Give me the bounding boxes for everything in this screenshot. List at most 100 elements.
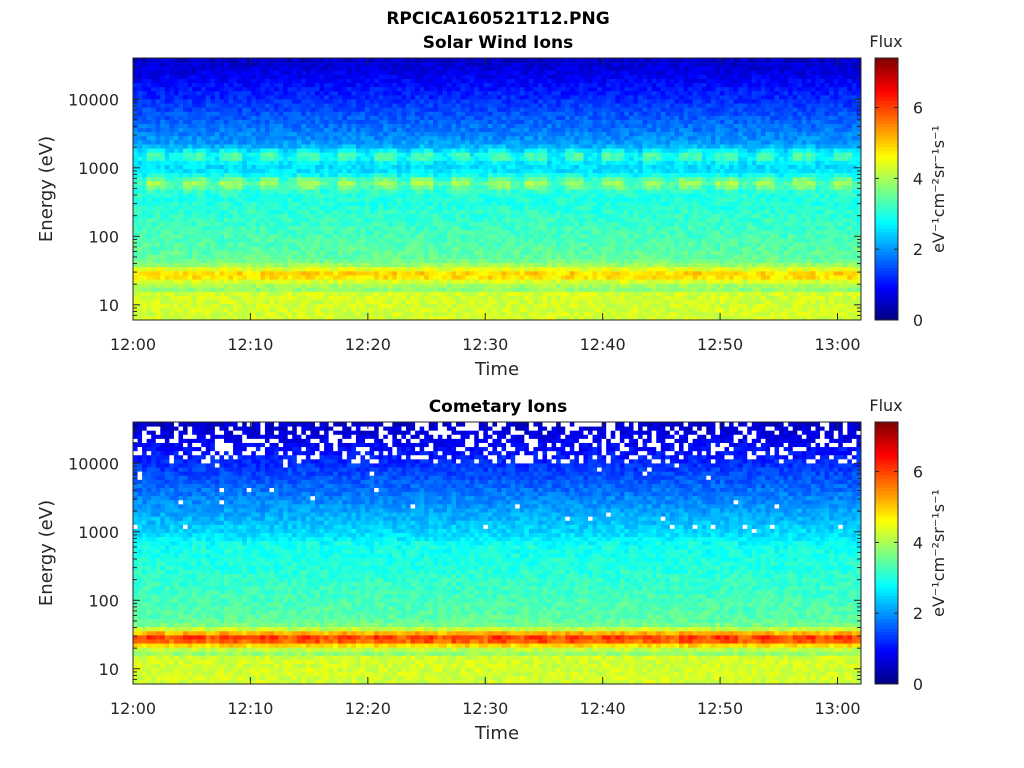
heatmap-cell — [315, 266, 321, 272]
heatmap-cell — [228, 70, 234, 75]
heatmap-cell — [478, 315, 484, 321]
heatmap-cell — [133, 119, 139, 124]
heatmap-cell — [383, 180, 389, 186]
heatmap-cell — [374, 270, 380, 276]
heatmap-cell — [133, 258, 139, 264]
heatmap-cell — [183, 303, 189, 309]
heatmap-cell — [342, 217, 348, 223]
heatmap-cell — [401, 221, 407, 227]
heatmap-cell — [401, 279, 407, 284]
heatmap-cell — [178, 315, 184, 321]
heatmap-cell — [260, 176, 266, 182]
heatmap-cell — [351, 213, 357, 219]
heatmap-cell — [406, 164, 412, 170]
heatmap-cell — [219, 86, 225, 92]
heatmap-cell — [264, 176, 270, 182]
heatmap-cell — [233, 139, 239, 145]
heatmap-cell — [483, 258, 489, 264]
heatmap-cell — [287, 225, 293, 231]
heatmap-cell — [169, 193, 175, 198]
heatmap-cell — [328, 258, 334, 264]
heatmap-cell — [146, 143, 152, 149]
heatmap-cell — [173, 62, 179, 67]
heatmap-cell — [260, 274, 266, 280]
heatmap-cell — [305, 193, 311, 198]
heatmap-cell — [396, 156, 402, 161]
heatmap-cell — [237, 98, 243, 104]
heatmap-cell — [360, 234, 366, 239]
heatmap-cell — [169, 90, 175, 96]
heatmap-cell — [269, 307, 275, 313]
heatmap-cell — [269, 258, 275, 264]
heatmap-cell — [187, 283, 193, 288]
heatmap-cell — [133, 86, 139, 92]
heatmap-cell — [142, 250, 148, 255]
heatmap-cell — [301, 201, 307, 206]
heatmap-cell — [451, 189, 457, 194]
heatmap-cell — [260, 139, 266, 145]
heatmap-cell — [214, 152, 220, 157]
heatmap-cell — [396, 111, 402, 116]
heatmap-cell — [378, 287, 384, 292]
heatmap-cell — [401, 152, 407, 157]
heatmap-cell — [478, 111, 484, 116]
heatmap-cell — [401, 246, 407, 251]
heatmap-cell — [410, 295, 416, 301]
heatmap-cell — [192, 279, 198, 284]
heatmap-cell — [406, 103, 412, 108]
heatmap-cell — [469, 201, 475, 206]
heatmap-cell — [360, 131, 366, 137]
heatmap-cell — [406, 82, 412, 88]
heatmap-cell — [205, 94, 211, 100]
heatmap-cell — [228, 176, 234, 182]
heatmap-cell — [305, 180, 311, 186]
heatmap-cell — [351, 217, 357, 223]
heatmap-cell — [219, 62, 225, 67]
heatmap-cell — [260, 238, 266, 243]
heatmap-cell — [460, 311, 466, 317]
heatmap-cell — [428, 274, 434, 280]
heatmap-cell — [292, 262, 298, 268]
heatmap-cell — [324, 143, 330, 149]
heatmap-cell — [451, 98, 457, 104]
heatmap-cell — [406, 135, 412, 141]
heatmap-cell — [219, 299, 225, 305]
heatmap-cell — [415, 74, 421, 79]
heatmap-cell — [419, 74, 425, 79]
heatmap-cell — [164, 315, 170, 321]
heatmap-cell — [456, 139, 462, 145]
heatmap-cell — [228, 139, 234, 145]
heatmap-cell — [260, 119, 266, 124]
heatmap-cell — [269, 180, 275, 186]
heatmap-cell — [283, 115, 289, 120]
heatmap-cell — [142, 274, 148, 280]
heatmap-cell — [315, 164, 321, 170]
heatmap-cell — [283, 238, 289, 243]
heatmap-cell — [219, 164, 225, 170]
heatmap-cell — [355, 229, 361, 235]
heatmap-cell — [169, 287, 175, 292]
heatmap-cell — [433, 115, 439, 120]
heatmap-cell — [183, 82, 189, 88]
heatmap-cell — [133, 311, 139, 317]
heatmap-cell — [346, 119, 352, 124]
heatmap-cell — [428, 250, 434, 255]
heatmap-cell — [192, 74, 198, 79]
heatmap-cell — [433, 299, 439, 305]
heatmap-cell — [415, 234, 421, 239]
heatmap-cell — [342, 229, 348, 235]
heatmap-cell — [374, 209, 380, 215]
heatmap-cell — [374, 225, 380, 231]
heatmap-cell — [255, 123, 261, 129]
heatmap-cell — [428, 201, 434, 206]
heatmap-cell — [146, 90, 152, 96]
heatmap-cell — [192, 274, 198, 280]
heatmap-cell — [251, 193, 257, 198]
heatmap-cell — [442, 131, 448, 137]
heatmap-cell — [387, 229, 393, 235]
heatmap-cell — [369, 213, 375, 219]
heatmap-cell — [269, 184, 275, 190]
heatmap-cell — [264, 266, 270, 272]
heatmap-cell — [255, 82, 261, 88]
heatmap-cell — [219, 283, 225, 288]
